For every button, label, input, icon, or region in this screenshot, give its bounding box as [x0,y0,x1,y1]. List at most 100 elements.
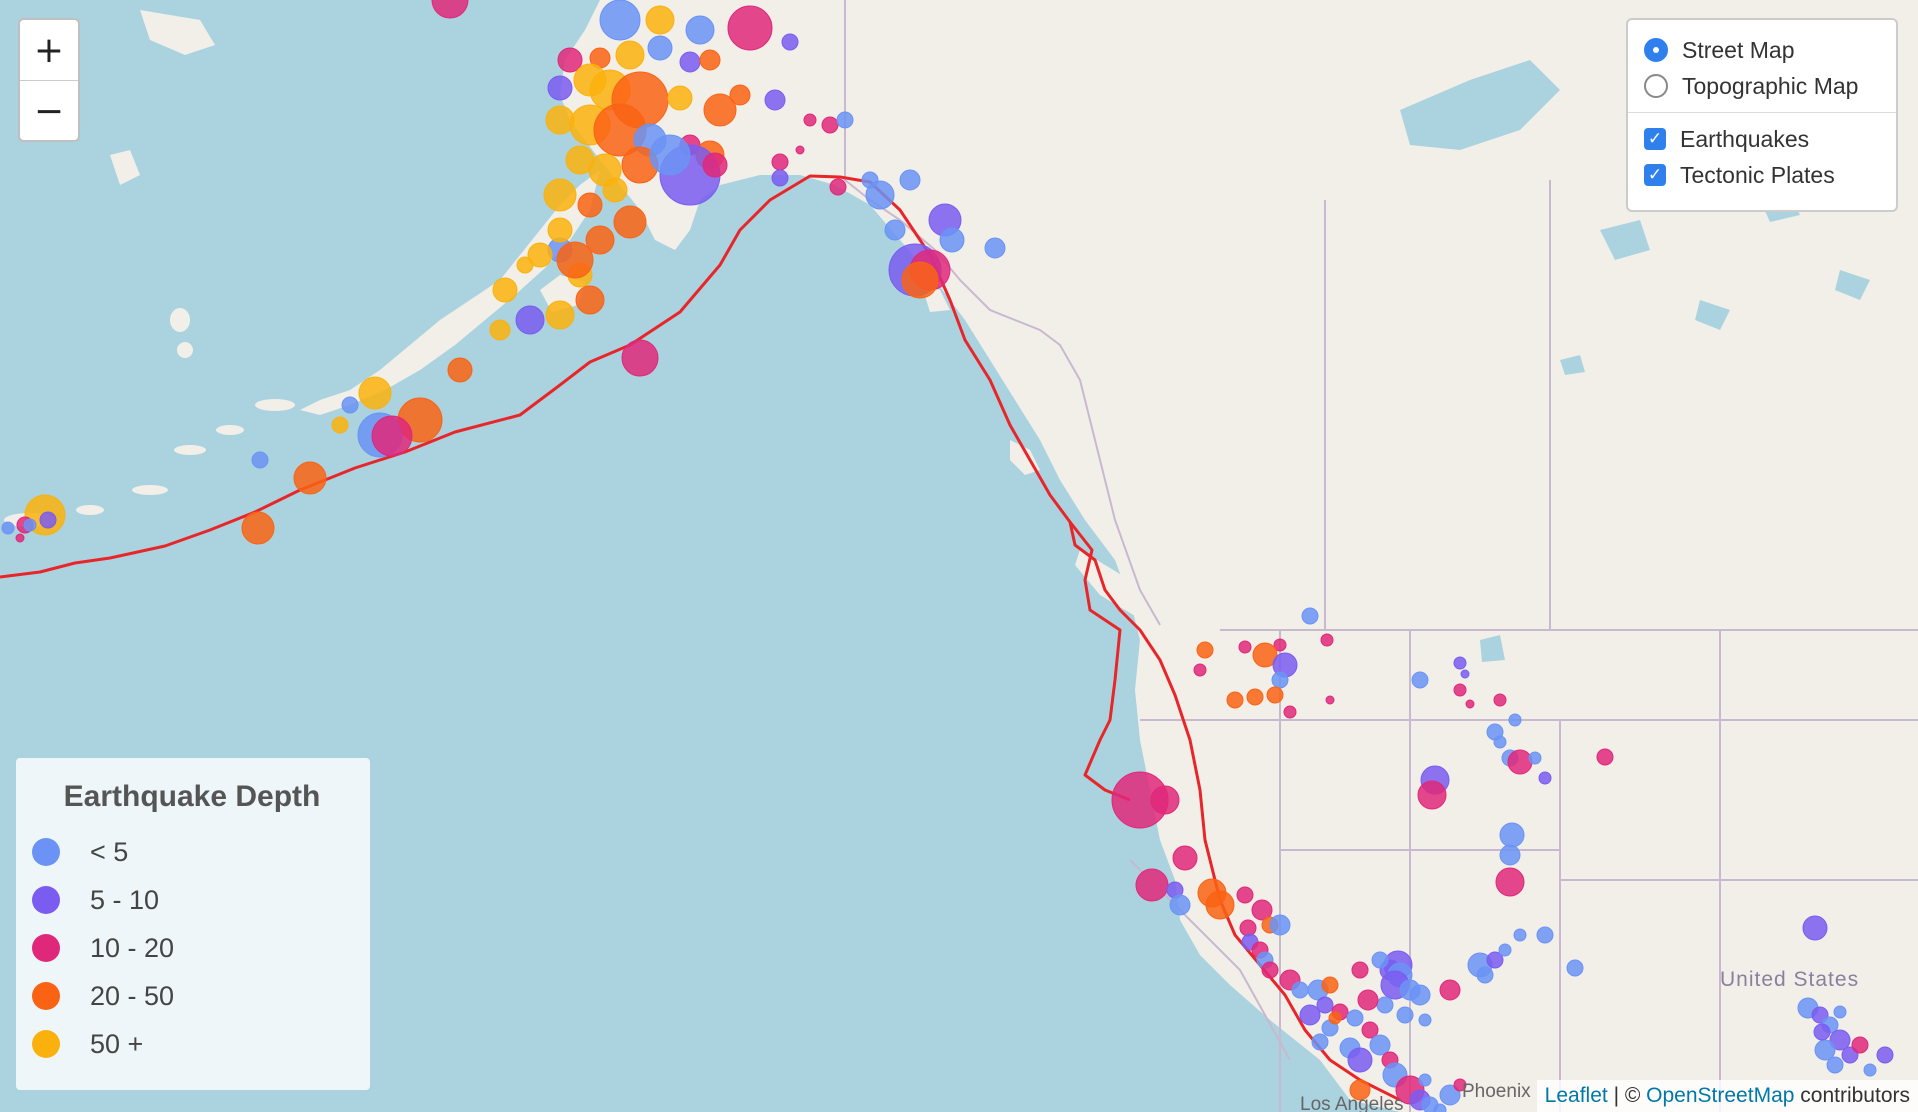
earthquake-marker[interactable] [1346,1009,1364,1027]
earthquake-marker[interactable] [23,518,37,532]
earthquake-marker[interactable] [1239,919,1257,937]
earthquake-marker[interactable] [702,152,728,178]
earthquake-marker[interactable] [1814,1039,1836,1061]
earthquake-marker[interactable] [764,89,786,111]
earthquake-marker[interactable] [1439,1084,1461,1106]
earthquake-marker[interactable] [492,277,518,303]
earthquake-marker[interactable] [649,134,691,176]
earthquake-marker[interactable] [685,15,715,45]
earthquake-marker[interactable] [1311,1033,1329,1051]
zoom-in-button[interactable]: + [20,20,78,81]
openstreetmap-link[interactable]: OpenStreetMap [1646,1084,1795,1107]
earthquake-marker[interactable] [515,305,545,335]
earthquake-marker[interactable] [358,376,392,410]
earthquake-marker[interactable] [1226,691,1244,709]
earthquakes-checkbox[interactable]: ✓ [1644,128,1666,150]
earthquake-marker[interactable] [1538,771,1552,785]
earthquake-marker[interactable] [1347,1047,1373,1073]
earthquake-marker[interactable] [545,300,575,330]
earthquake-marker[interactable] [1851,1036,1869,1054]
earthquake-marker[interactable] [1361,1021,1379,1039]
base-layer-topographic-map[interactable]: Topographic Map [1644,68,1880,104]
earthquake-marker[interactable] [1528,751,1542,765]
earthquake-marker[interactable] [1417,780,1447,810]
zoom-out-button[interactable]: − [20,81,78,140]
earthquake-marker[interactable] [899,169,921,191]
earthquake-marker[interactable] [251,451,269,469]
earthquake-marker[interactable] [645,5,675,35]
earthquake-marker[interactable] [489,319,511,341]
earthquake-marker[interactable] [613,205,647,239]
earthquake-marker[interactable] [1266,686,1284,704]
earthquake-marker[interactable] [1320,633,1334,647]
earthquake-marker[interactable] [865,180,895,210]
earthquake-marker[interactable] [1513,928,1527,942]
earthquake-marker[interactable] [1418,1013,1432,1027]
earthquake-marker[interactable] [1596,748,1614,766]
earthquake-marker[interactable] [547,217,573,243]
earthquake-marker[interactable] [1376,996,1394,1014]
earthquake-marker[interactable] [1453,683,1467,697]
overlay-earthquakes[interactable]: ✓ Earthquakes [1644,121,1880,157]
earthquake-marker[interactable] [1418,1073,1432,1087]
earthquake-marker[interactable] [577,192,603,218]
earthquake-marker[interactable] [781,33,799,51]
earthquake-marker[interactable] [293,461,327,495]
earthquake-marker[interactable] [547,75,573,101]
earthquake-marker[interactable] [1246,688,1264,706]
earthquake-marker[interactable] [699,49,721,71]
earthquake-marker[interactable] [1495,867,1525,897]
earthquake-marker[interactable] [1135,868,1169,902]
earthquake-marker[interactable] [39,511,57,529]
earthquake-marker[interactable] [15,533,25,543]
earthquake-marker[interactable] [771,153,789,171]
tectonic-plates-checkbox[interactable]: ✓ [1644,164,1666,186]
earthquake-marker[interactable] [1299,1004,1321,1026]
earthquake-marker[interactable] [1409,984,1431,1006]
earthquake-marker[interactable] [1291,981,1309,999]
earthquake-marker[interactable] [621,339,659,377]
earthquake-marker[interactable] [1508,713,1522,727]
earthquake-marker[interactable] [1150,785,1180,815]
earthquake-marker[interactable] [1499,844,1521,866]
earthquake-marker[interactable] [647,35,673,61]
earthquake-marker[interactable] [556,241,594,279]
earthquake-marker[interactable] [1499,822,1525,848]
earthquake-marker[interactable] [1193,663,1207,677]
topographic-map-radio[interactable] [1644,74,1668,98]
earthquake-marker[interactable] [1325,695,1335,705]
earthquake-marker[interactable] [1498,943,1512,957]
earthquake-marker[interactable] [803,113,817,127]
earthquake-marker[interactable] [1351,961,1369,979]
earthquake-marker[interactable] [575,285,605,315]
earthquake-marker[interactable] [821,116,839,134]
earthquake-marker[interactable] [1371,951,1389,969]
earthquake-marker[interactable] [602,177,628,203]
earthquake-marker[interactable] [1507,749,1533,775]
earthquake-marker[interactable] [1460,669,1470,679]
base-layer-street-map[interactable]: Street Map [1644,32,1880,68]
earthquake-marker[interactable] [1301,607,1319,625]
earthquake-marker[interactable] [1876,1046,1894,1064]
earthquake-marker[interactable] [1476,966,1494,984]
earthquake-marker[interactable] [1465,699,1475,709]
earthquake-marker[interactable] [1829,1029,1851,1051]
earthquake-marker[interactable] [341,396,359,414]
earthquake-marker[interactable] [1493,693,1507,707]
earthquake-marker[interactable] [1396,1006,1414,1024]
earthquake-marker[interactable] [795,145,805,155]
earthquake-marker[interactable] [1802,915,1828,941]
earthquake-marker[interactable] [1369,1034,1391,1056]
earthquake-marker[interactable] [516,256,534,274]
earthquake-marker[interactable] [545,105,575,135]
earthquake-marker[interactable] [1328,1011,1342,1025]
earthquake-marker[interactable] [1205,890,1235,920]
earthquake-marker[interactable] [901,261,939,299]
earthquake-marker[interactable] [1169,894,1191,916]
earthquake-marker[interactable] [585,225,615,255]
earthquake-marker[interactable] [1826,1056,1844,1074]
earthquake-marker[interactable] [829,178,847,196]
earthquake-marker[interactable] [1,521,15,535]
